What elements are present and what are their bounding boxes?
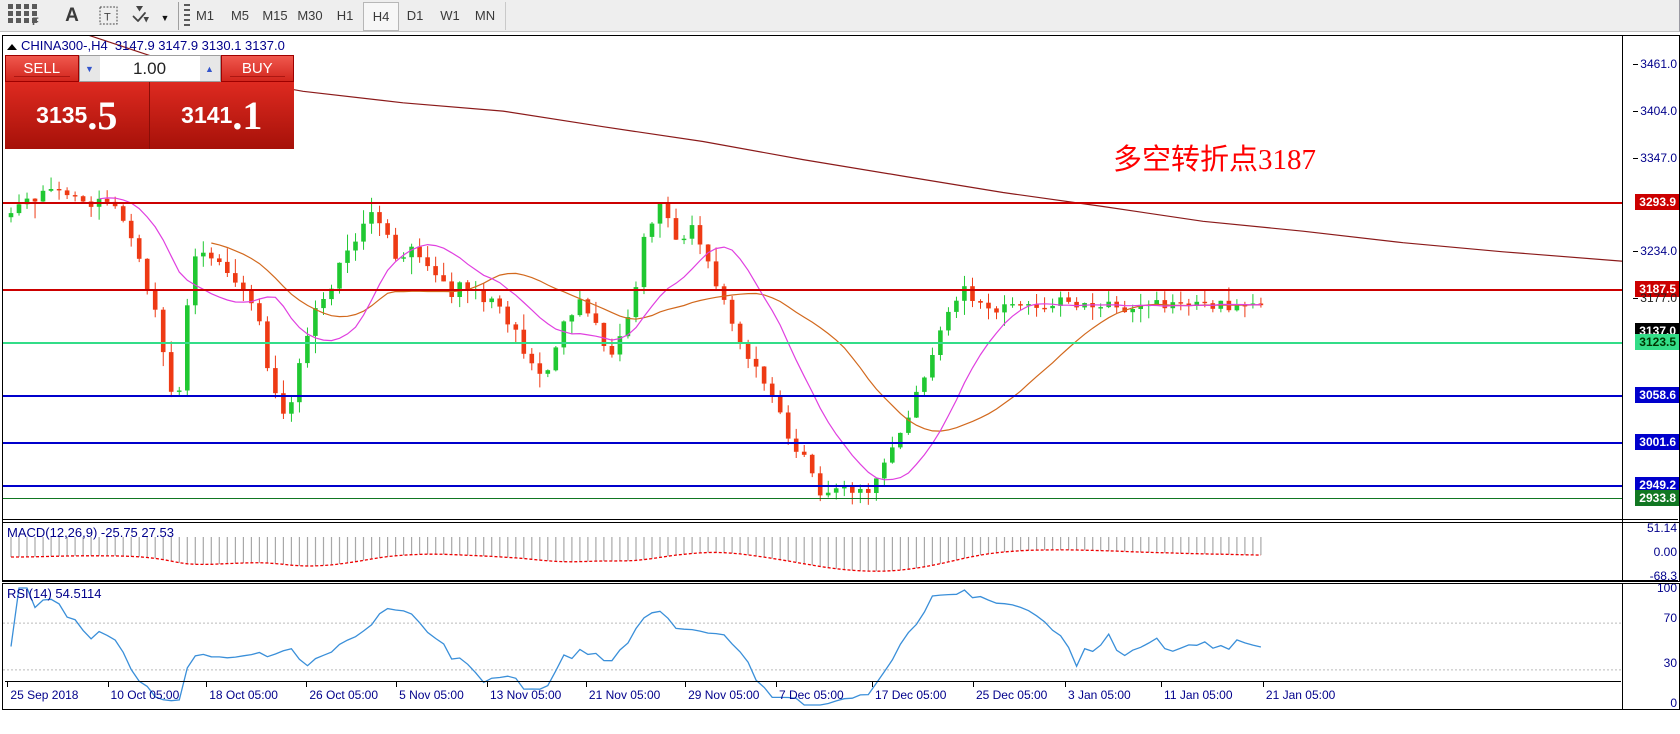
svg-text:T: T (104, 12, 111, 24)
